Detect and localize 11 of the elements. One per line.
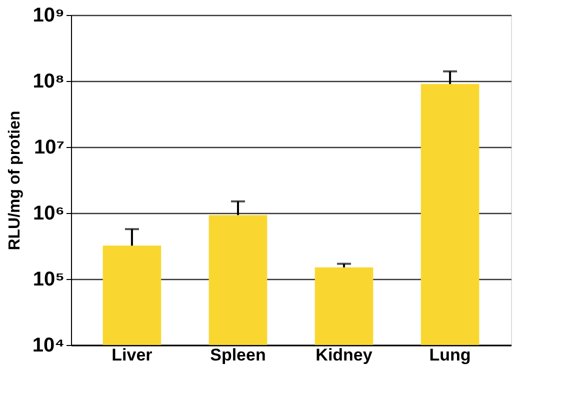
y-axis-title: RLU/mg of protien (6, 110, 24, 250)
x-tick-label: Lung (429, 346, 471, 364)
y-tick-label: 10⁶ (33, 202, 64, 224)
x-tick-label: Spleen (210, 346, 266, 364)
y-tick-label: 10⁸ (32, 70, 64, 92)
x-tick-label: Kidney (316, 346, 373, 364)
x-tick-label: Liver (112, 346, 153, 364)
y-tick-label: 10⁴ (32, 334, 64, 356)
y-tick-label: 10⁷ (34, 136, 64, 158)
y-tick-label: 10⁹ (32, 4, 64, 26)
y-tick-label: 10⁵ (32, 268, 64, 290)
